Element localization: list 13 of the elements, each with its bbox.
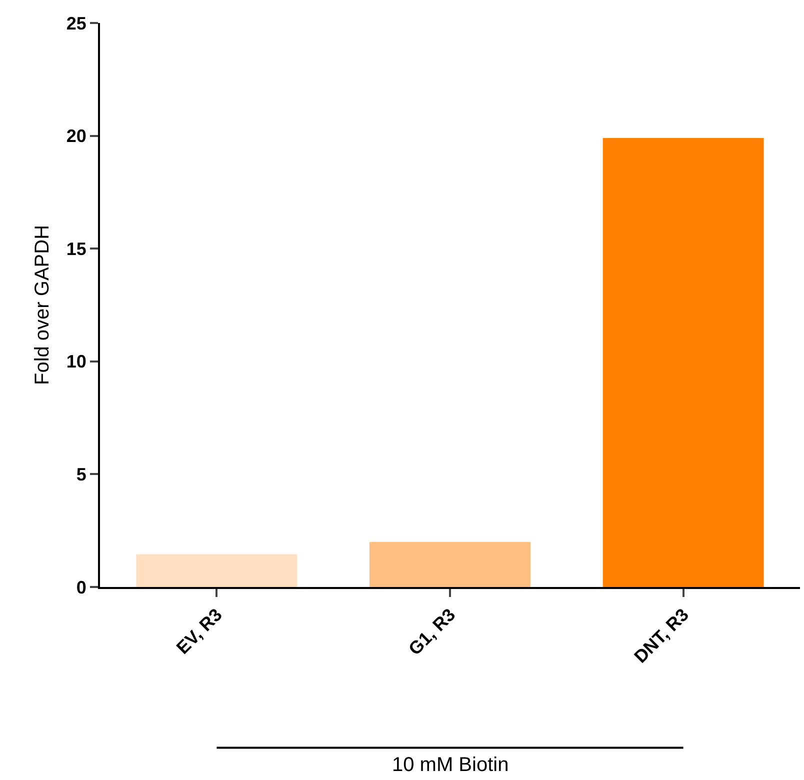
y-tick-label: 0 xyxy=(76,577,86,598)
y-tick-label: 5 xyxy=(76,464,86,484)
y-tick-label: 25 xyxy=(66,13,86,34)
bar xyxy=(602,138,764,587)
text: 10 mM Biotin xyxy=(392,754,509,776)
bar xyxy=(136,554,298,587)
x-tick-label: G1, R3 xyxy=(404,604,460,660)
y-axis-title: Fold over GAPDH xyxy=(31,224,54,386)
bar xyxy=(370,542,530,587)
y-tick-label: 20 xyxy=(66,126,86,146)
y-tick-label: 10 xyxy=(66,352,86,372)
y-tick-label: 15 xyxy=(66,238,86,259)
x-tick-label: EV, R3 xyxy=(172,604,226,658)
